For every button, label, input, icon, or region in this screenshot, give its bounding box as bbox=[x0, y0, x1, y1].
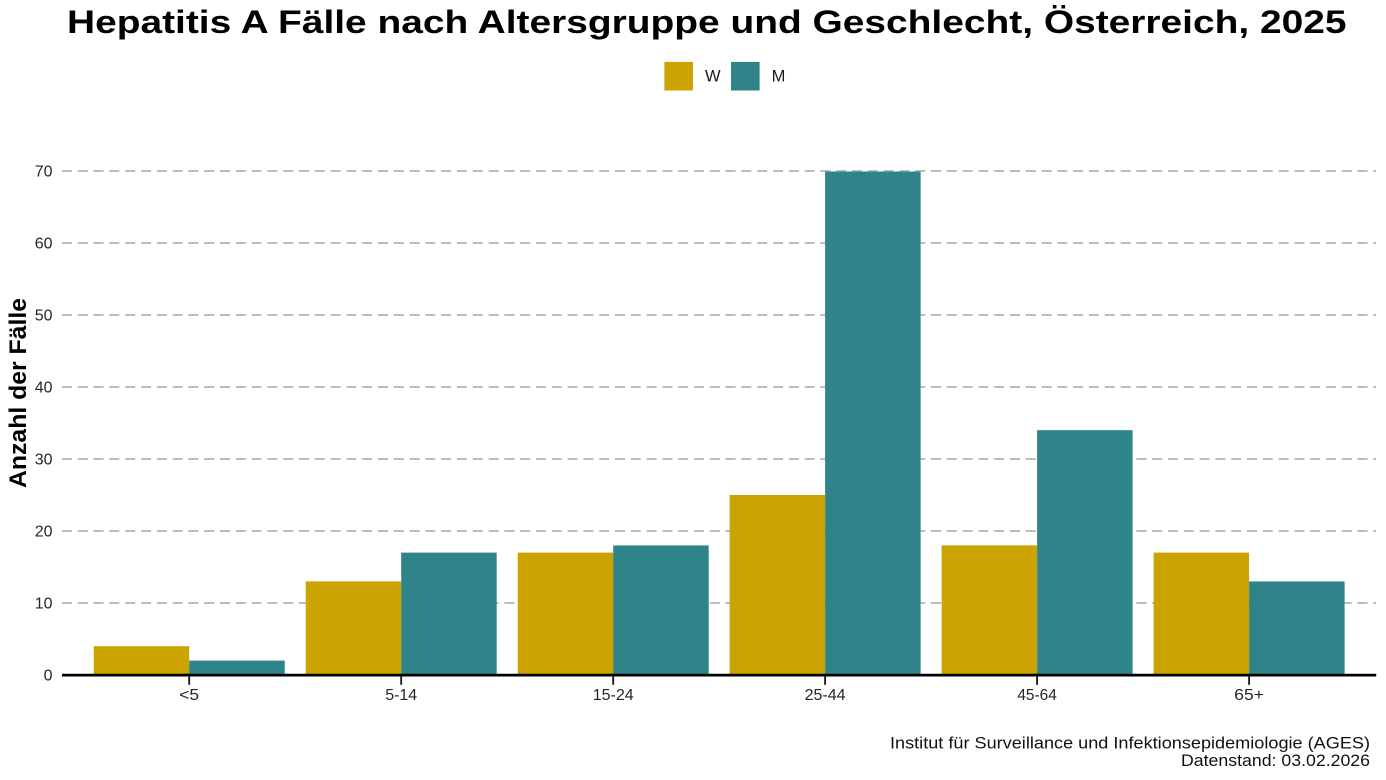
svg-text:50: 50 bbox=[35, 308, 53, 325]
svg-text:Institut für Surveillance und: Institut für Surveillance und Infektions… bbox=[890, 734, 1370, 753]
svg-text:45-64: 45-64 bbox=[1017, 687, 1057, 704]
svg-text:W: W bbox=[705, 68, 721, 86]
svg-text:Datenstand: 03.02.2026: Datenstand: 03.02.2026 bbox=[1181, 751, 1370, 770]
svg-text:70: 70 bbox=[35, 164, 53, 181]
svg-text:60: 60 bbox=[35, 236, 53, 253]
svg-text:25-44: 25-44 bbox=[805, 687, 846, 704]
svg-text:0: 0 bbox=[44, 668, 53, 685]
svg-text:Anzahl der Fälle: Anzahl der Fälle bbox=[5, 298, 32, 488]
svg-text:65+: 65+ bbox=[1234, 687, 1264, 704]
svg-text:10: 10 bbox=[35, 596, 53, 613]
svg-text:30: 30 bbox=[35, 452, 53, 469]
svg-text:Hepatitis A Fälle nach Altersg: Hepatitis A Fälle nach Altersgruppe und … bbox=[67, 4, 1347, 40]
svg-text:40: 40 bbox=[35, 380, 53, 397]
svg-text:15-24: 15-24 bbox=[593, 687, 634, 704]
svg-text:M: M bbox=[772, 68, 786, 86]
svg-text:5-14: 5-14 bbox=[385, 687, 417, 704]
svg-text:<5: <5 bbox=[179, 687, 199, 704]
svg-text:20: 20 bbox=[35, 524, 53, 541]
